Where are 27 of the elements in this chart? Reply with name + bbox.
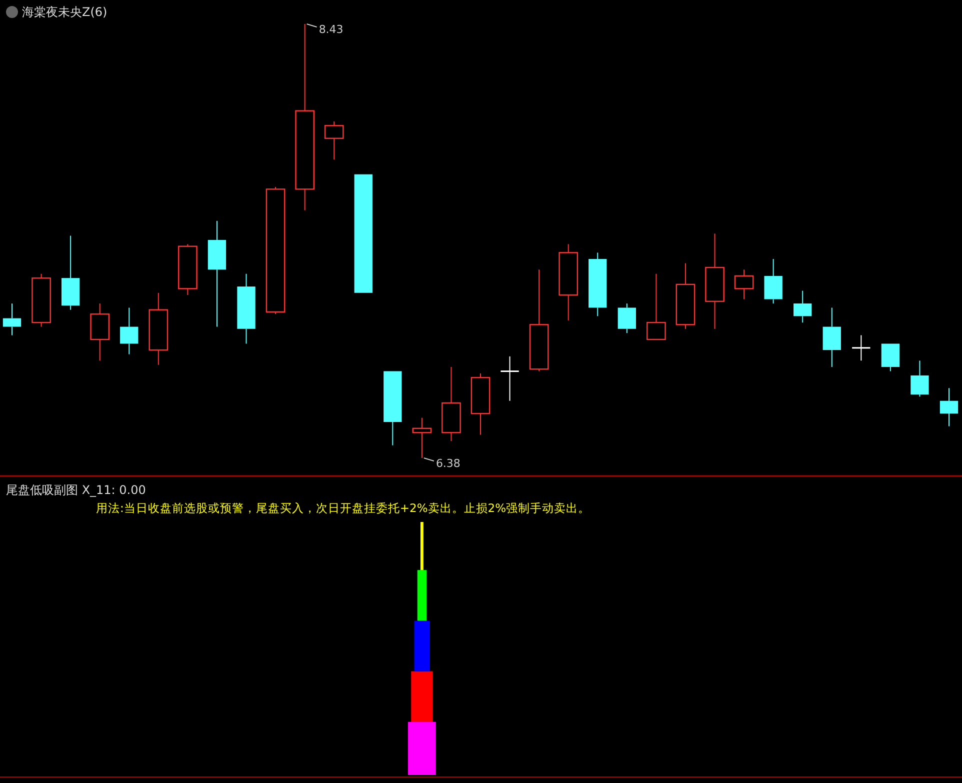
- candlestick: [764, 258, 782, 304]
- annotation: 6.38: [436, 457, 460, 470]
- candlestick: [851, 334, 871, 362]
- candlestick: [705, 233, 724, 330]
- candlestick: [2, 302, 22, 336]
- candlestick: [558, 244, 578, 321]
- candlestick: [822, 307, 841, 368]
- candlestick: [61, 235, 80, 310]
- candlestick: [148, 292, 168, 366]
- candlestick: [90, 302, 110, 362]
- candlestick: [734, 269, 754, 300]
- candlestick: [910, 360, 929, 398]
- chart-subtitle: 海棠夜未央Z(6): [22, 5, 108, 19]
- candlestick: [120, 307, 138, 355]
- candlestick: [588, 252, 607, 317]
- chart-title: 尾盘低吸副图 X_11: 0.00: [6, 483, 146, 497]
- candlestick: [237, 273, 256, 344]
- candlestick: [412, 417, 432, 458]
- annotation: 8.43: [318, 23, 344, 36]
- text: 用法:当日收盘前选股或预警，尾盘买入，次日开盘挂委托+2%卖出。止损2%强制手动卖出。: [96, 501, 590, 515]
- candlestick: [500, 356, 520, 402]
- candlestick: [794, 290, 812, 324]
- candlestick: [442, 366, 461, 442]
- candlestick: [208, 220, 226, 328]
- candlestick: [940, 388, 958, 427]
- candlestick: [676, 262, 696, 330]
- candlestick: [618, 302, 636, 334]
